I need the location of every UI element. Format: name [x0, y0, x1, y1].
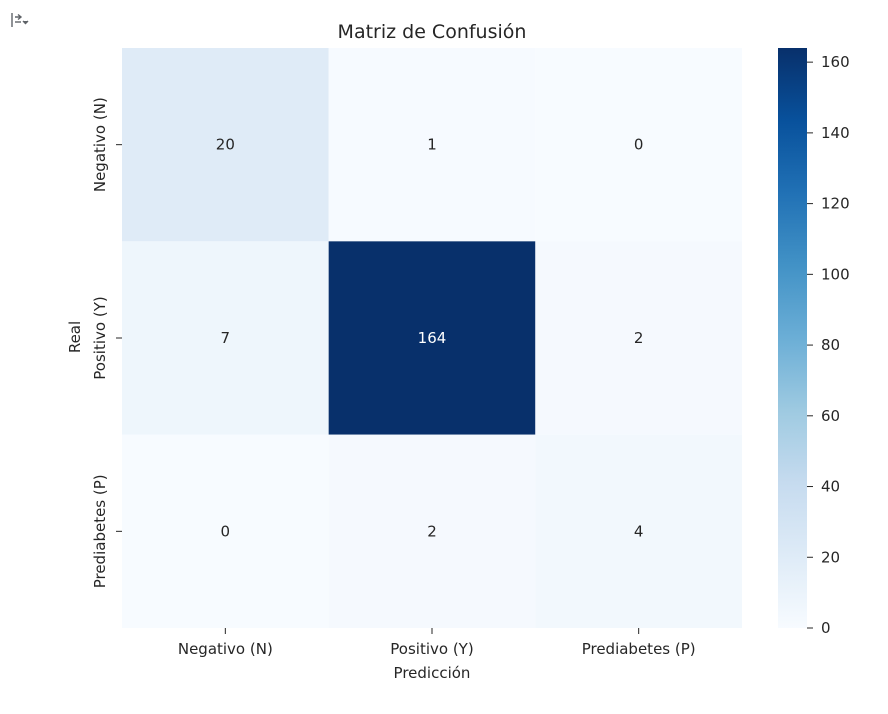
cell-value-label: 1	[427, 136, 437, 154]
cell-value-label: 0	[221, 522, 231, 540]
y-tick-label: Negativo (N)	[91, 97, 109, 192]
colorbar-tick-label: 160	[821, 53, 850, 71]
colorbar-tick-label: 20	[821, 548, 840, 566]
colorbar-tick-label: 60	[821, 407, 840, 425]
cell-value-label: 2	[634, 329, 644, 347]
heatmap-cell-0-0	[122, 48, 329, 242]
x-tick-label: Prediabetes (P)	[582, 640, 696, 658]
x-tick-label: Positivo (Y)	[390, 640, 473, 658]
heatmap-cell-2-1	[328, 434, 536, 628]
colorbar-tick-label: 140	[821, 124, 850, 142]
y-tick-label: Prediabetes (P)	[91, 474, 109, 588]
colorbar-tick-label: 120	[821, 195, 850, 213]
y-axis-ticks: Negativo (N) Positivo (Y) Prediabetes (P)	[91, 97, 122, 588]
heatmap-cell-1-0	[122, 241, 329, 435]
chart-title: Matriz de Confusión	[338, 21, 527, 43]
y-axis-label: Real	[66, 321, 84, 353]
colorbar-tick-label: 100	[821, 265, 850, 283]
colorbar-tick-label: 80	[821, 336, 840, 354]
cell-value-label: 7	[221, 329, 231, 347]
colorbar-ticks: 0 20 40 60 80 100 120 140 160	[807, 53, 850, 637]
cell-value-label: 164	[418, 329, 447, 347]
heatmap-cells	[122, 48, 742, 628]
x-tick-label: Negativo (N)	[178, 640, 273, 658]
cell-value-label: 20	[216, 136, 235, 154]
heatmap-cell-2-0	[122, 434, 329, 628]
output-expand-icon[interactable]	[8, 8, 32, 32]
heatmap-cell-labels: 20 1 07 164 20 2 4	[216, 136, 644, 541]
x-axis-label: Predicción	[394, 664, 471, 682]
x-axis-ticks: Negativo (N) Positivo (Y) Prediabetes (P)	[178, 628, 696, 658]
cell-value-label: 2	[427, 522, 437, 540]
cell-value-label: 4	[634, 522, 644, 540]
y-tick-label: Positivo (Y)	[91, 296, 109, 379]
colorbar	[778, 48, 807, 628]
heatmap-cell-0-2	[535, 48, 742, 242]
heatmap-cell-1-2	[535, 241, 742, 435]
heatmap-cell-1-1	[328, 241, 536, 435]
heatmap-cell-0-1	[328, 48, 536, 242]
colorbar-tick-label: 40	[821, 478, 840, 496]
heatmap-cell-2-2	[535, 434, 742, 628]
cell-value-label: 0	[634, 136, 644, 154]
colorbar-tick-label: 0	[821, 619, 831, 637]
